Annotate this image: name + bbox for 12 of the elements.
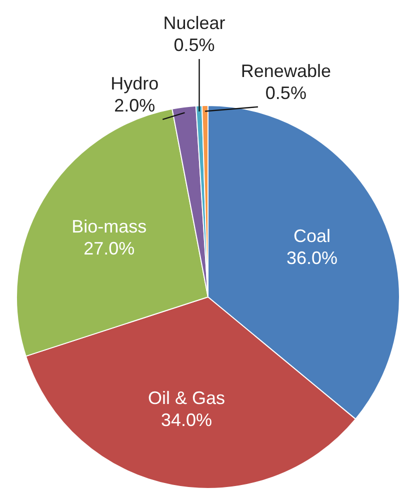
slice-label: Hydro [110, 73, 159, 94]
data-label: 34.0% [160, 410, 212, 430]
data-label: 36.0% [286, 248, 338, 268]
data-label: 27.0% [84, 238, 135, 258]
data-label: 0.5% [265, 82, 306, 103]
slice-label: Bio-mass [72, 216, 147, 236]
slice-label: Oil & Gas [148, 388, 225, 408]
slice-label: Renewable [240, 60, 331, 81]
slice-label: Nuclear [163, 12, 226, 33]
data-label: 0.5% [174, 34, 215, 55]
slice-label: Coal [293, 226, 330, 246]
data-label: 2.0% [114, 95, 156, 116]
